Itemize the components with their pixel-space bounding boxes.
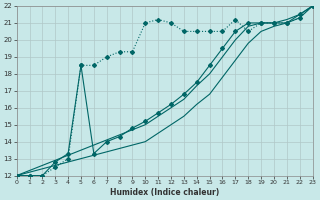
X-axis label: Humidex (Indice chaleur): Humidex (Indice chaleur) [110, 188, 219, 197]
